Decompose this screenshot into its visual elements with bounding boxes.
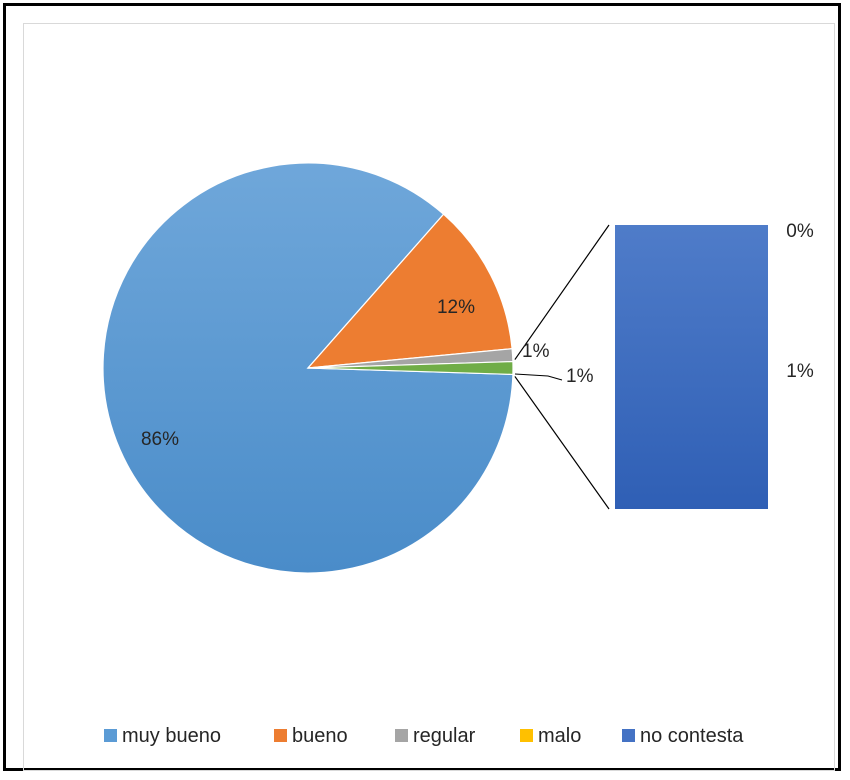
leader-line bbox=[514, 373, 563, 381]
pie-slices bbox=[102, 162, 514, 574]
data-label-other: 1% bbox=[566, 366, 594, 387]
data-label-bueno: 12% bbox=[437, 297, 475, 318]
data-label-regular: 1% bbox=[522, 341, 550, 362]
legend-label: muy bueno bbox=[122, 725, 221, 747]
legend-swatch bbox=[622, 729, 635, 742]
data-labels: 86% 12% 1% 1% 0% 1% bbox=[141, 221, 814, 450]
connector-lines bbox=[514, 224, 610, 510]
connector-line-top bbox=[514, 224, 610, 360]
legend-item-malo: malo bbox=[520, 725, 581, 747]
chart-area bbox=[23, 23, 835, 771]
bar-segment-no-contesta bbox=[615, 225, 768, 509]
legend-swatch bbox=[520, 729, 533, 742]
bar-label-malo: 0% bbox=[786, 221, 814, 242]
legend-item-bueno: bueno bbox=[274, 725, 348, 747]
legend-swatch bbox=[395, 729, 408, 742]
legend-swatch bbox=[104, 729, 117, 742]
secondary-bar bbox=[615, 225, 768, 509]
legend-item-muy-bueno: muy bueno bbox=[104, 725, 221, 747]
legend: muy bueno bueno regular malo no contesta bbox=[104, 725, 744, 747]
legend-label: bueno bbox=[292, 725, 348, 747]
legend-label: malo bbox=[538, 725, 581, 747]
data-label-muy-bueno: 86% bbox=[141, 429, 179, 450]
legend-swatch bbox=[274, 729, 287, 742]
legend-item-regular: regular bbox=[395, 725, 476, 747]
legend-label: regular bbox=[413, 725, 476, 747]
bar-label-no-contesta: 1% bbox=[786, 361, 814, 382]
pie-slice-bueno bbox=[306, 213, 513, 369]
legend-item-no-contesta: no contesta bbox=[622, 725, 744, 747]
legend-label: no contesta bbox=[640, 725, 744, 747]
connector-line-bottom bbox=[514, 376, 610, 510]
pie-slice-other bbox=[307, 360, 514, 376]
